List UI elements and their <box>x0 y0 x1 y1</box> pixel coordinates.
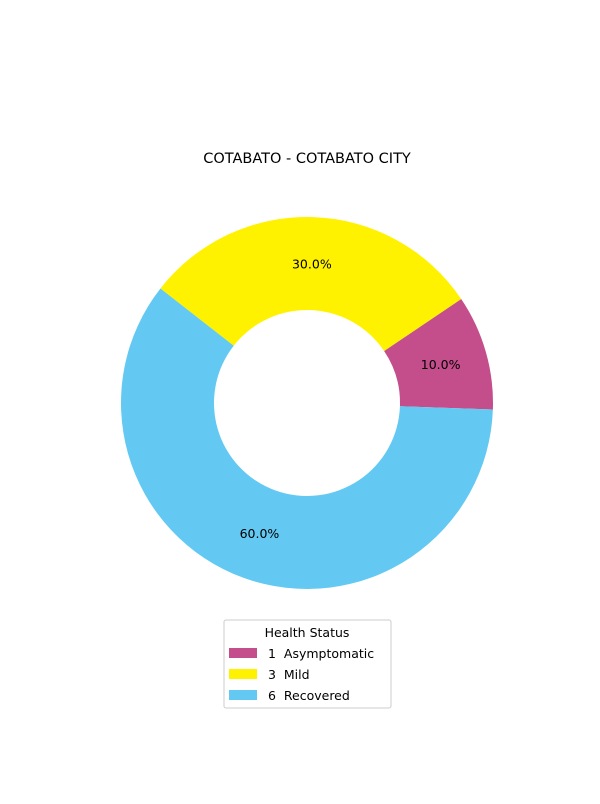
slice-labels: 10.0% 30.0% 60.0% <box>240 257 461 542</box>
legend-title: Health Status <box>265 625 350 640</box>
legend-swatch-mild <box>229 669 257 679</box>
slice-asymptomatic <box>384 298 493 410</box>
legend-swatch-recovered <box>229 690 257 700</box>
legend-label-recovered: 6 Recovered <box>268 688 350 703</box>
slice-label-recovered: 60.0% <box>240 526 280 541</box>
donut-slices <box>120 217 493 590</box>
legend-frame <box>223 619 392 709</box>
legend-entries: 1 Asymptomatic 3 Mild 6 Recovered <box>229 646 374 703</box>
legend-label-asymptomatic: 1 Asymptomatic <box>268 646 374 661</box>
slice-recovered <box>120 288 493 590</box>
legend-label-mild: 3 Mild <box>268 667 310 682</box>
slice-mild <box>160 217 462 351</box>
chart-title: COTABATO - COTABATO CITY <box>203 151 411 167</box>
legend: Health Status 1 Asymptomatic 3 Mild 6 Reco… <box>223 619 392 709</box>
slice-label-mild: 30.0% <box>292 257 332 272</box>
legend-swatch-asymptomatic <box>229 648 257 658</box>
slice-label-asymptomatic: 10.0% <box>421 357 461 372</box>
